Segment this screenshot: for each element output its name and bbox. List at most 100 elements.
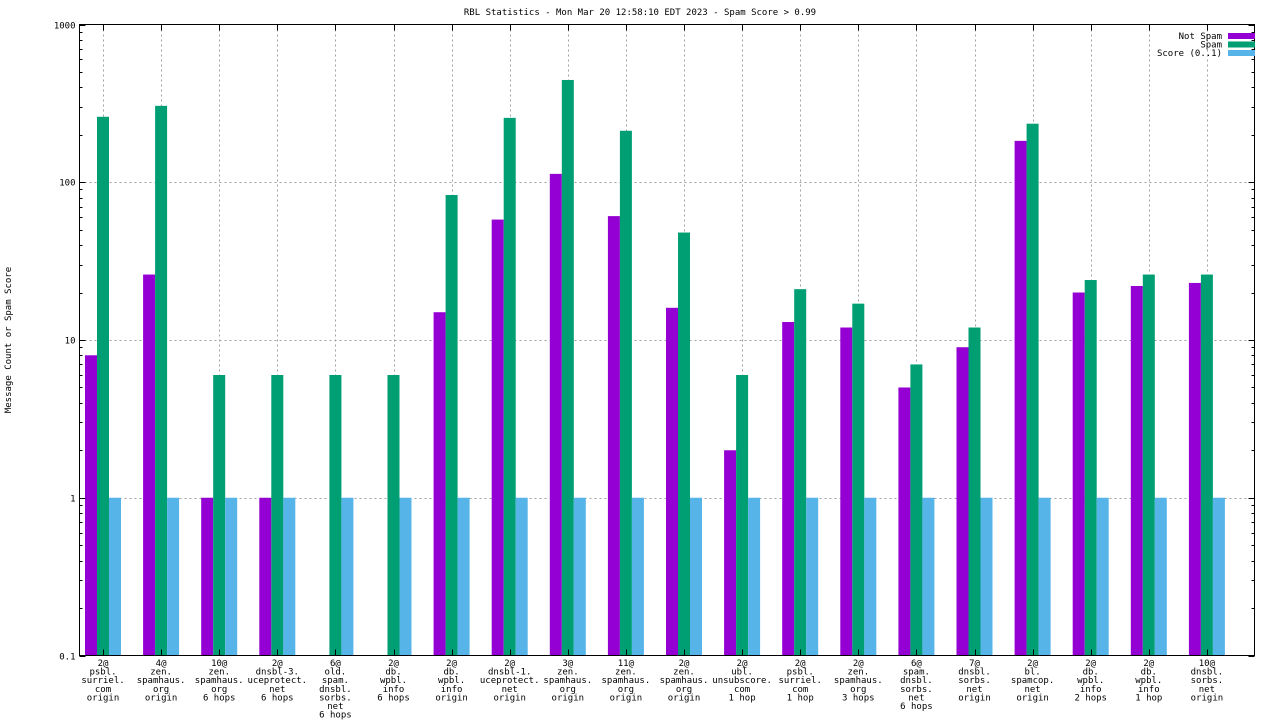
- bar-not-spam: [1188, 282, 1201, 655]
- bar-score: [457, 497, 470, 655]
- x-tick-label: psbl.: [89, 668, 116, 678]
- x-tick-label: dnsbl-1.: [488, 668, 531, 678]
- y-tick-label: 1000: [54, 22, 76, 32]
- x-tick-label: zen.: [673, 668, 695, 678]
- bar-spam: [1142, 274, 1155, 655]
- x-tick-label: ubl.: [731, 668, 753, 678]
- x-tick-label: origin: [552, 693, 585, 703]
- bar-not-spam: [782, 322, 795, 655]
- bar-not-spam: [1014, 140, 1027, 656]
- x-tick-label: net: [1199, 685, 1215, 695]
- legend-swatch: [1228, 41, 1255, 48]
- bar-score: [399, 497, 412, 655]
- x-tick-label: org: [153, 685, 169, 695]
- x-tick-label: 1 hop: [1135, 693, 1162, 703]
- chart-title: RBL Statistics - Mon Mar 20 12:58:10 EDT…: [464, 8, 816, 18]
- x-tick-label: db.: [385, 668, 401, 678]
- bar-not-spam: [666, 307, 678, 655]
- bars: [85, 79, 1225, 656]
- x-tick-label: spamhaus.: [543, 676, 592, 686]
- bar-score: [922, 497, 935, 655]
- bar-spam: [678, 232, 690, 656]
- legend-swatch: [1228, 50, 1255, 56]
- x-tick-label: 2@: [504, 659, 515, 669]
- x-tick-label: spamhaus.: [195, 676, 244, 686]
- x-tick-label: 6 hops: [261, 693, 294, 703]
- x-tick-label: dnsbl.: [958, 668, 991, 678]
- x-tick-label: 10@: [211, 659, 228, 669]
- x-tick-label: origin: [1016, 693, 1049, 703]
- x-tick-label: 1 hop: [729, 693, 756, 703]
- x-tick-label: 6 hops: [203, 693, 236, 703]
- x-tick-label: 2@: [737, 659, 748, 669]
- x-tick-label: zen.: [557, 668, 579, 678]
- x-tick-label: spam.: [322, 676, 349, 686]
- bar-not-spam: [840, 327, 853, 655]
- bar-score: [631, 497, 644, 655]
- bar-score: [1154, 497, 1167, 655]
- x-tick-label: net: [269, 685, 285, 695]
- x-tick-label: origin: [610, 693, 643, 703]
- x-tick-label: 6@: [330, 659, 341, 669]
- x-tick-label: org: [676, 685, 692, 695]
- bar-spam: [910, 364, 923, 655]
- x-tick-label: spam.: [903, 668, 930, 678]
- x-axis-ticks: 2@psbl.surriel.comorigin4@zen.spamhaus.o…: [81, 24, 1224, 720]
- y-axis-label: Message Count or Spam Score: [4, 267, 14, 413]
- x-tick-label: 2 hops: [1074, 693, 1107, 703]
- x-tick-label: 6@: [911, 659, 922, 669]
- bar-not-spam: [956, 347, 969, 655]
- bar-score: [109, 497, 121, 655]
- x-tick-label: db.: [1083, 668, 1099, 678]
- bar-spam: [503, 117, 516, 655]
- bar-spam: [97, 116, 109, 655]
- bar-not-spam: [607, 216, 620, 656]
- x-tick-label: 6 hops: [377, 693, 410, 703]
- bar-spam: [213, 374, 226, 655]
- x-tick-label: org: [850, 685, 866, 695]
- x-tick-label: 6 hops: [319, 711, 352, 720]
- bar-spam: [271, 374, 284, 655]
- bar-not-spam: [143, 274, 156, 655]
- x-tick-label: dnsbl-3.: [256, 668, 299, 678]
- x-tick-label: info: [383, 685, 405, 695]
- y-tick-label: 100: [59, 179, 75, 189]
- x-tick-label: com: [95, 685, 111, 695]
- x-tick-label: com: [734, 685, 750, 695]
- x-tick-label: 2@: [1143, 659, 1154, 669]
- bar-score: [1096, 497, 1109, 655]
- x-tick-label: 7@: [969, 659, 980, 669]
- x-tick-label: net: [908, 693, 924, 703]
- x-tick-label: spamhaus.: [834, 676, 883, 686]
- bar-spam: [329, 374, 342, 655]
- x-tick-label: org: [618, 685, 634, 695]
- bar-spam: [968, 327, 981, 655]
- bar-score: [167, 497, 180, 655]
- x-tick-label: 2@: [1027, 659, 1038, 669]
- x-tick-label: origin: [493, 693, 526, 703]
- bar-not-spam: [898, 387, 911, 655]
- bar-score: [515, 497, 528, 655]
- x-tick-label: wpbl.: [1077, 676, 1104, 686]
- y-axis-ticks: 0.1 1 10 100 1000: [54, 22, 1255, 663]
- legend-label: Spam: [1200, 41, 1222, 51]
- legend-label: Score (0..1): [1157, 49, 1222, 59]
- x-tick-label: info: [1138, 685, 1160, 695]
- bar-score: [1038, 497, 1051, 655]
- x-tick-label: 3@: [562, 659, 573, 669]
- bar-spam: [1200, 274, 1213, 655]
- x-tick-label: 6 hops: [900, 702, 933, 712]
- x-tick-label: 11@: [618, 659, 635, 669]
- x-tick-label: sorbs.: [958, 676, 991, 686]
- x-tick-label: uceprotect.: [480, 676, 540, 686]
- x-tick-label: zen.: [615, 668, 637, 678]
- bar-not-spam: [433, 312, 446, 655]
- x-tick-label: 2@: [1085, 659, 1096, 669]
- x-tick-label: 2@: [272, 659, 283, 669]
- x-tick-label: 1 hop: [787, 693, 814, 703]
- x-tick-label: spamcop.: [1011, 676, 1054, 686]
- x-tick-label: db.: [443, 668, 459, 678]
- x-tick-label: sorbs.: [1191, 676, 1224, 686]
